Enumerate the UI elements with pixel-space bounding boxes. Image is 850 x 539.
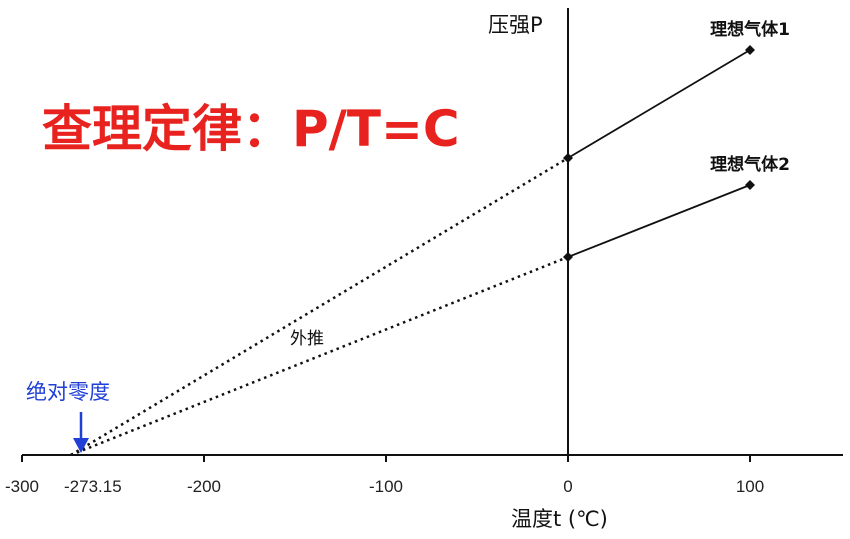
- absolute-zero-arrow-icon: [73, 412, 89, 453]
- x-axis-label: 温度t (℃): [511, 507, 608, 531]
- absolute-zero-tick-label: -273.15: [64, 477, 122, 496]
- y-axis-label: 压强P: [488, 13, 543, 37]
- series-line: [567, 49, 751, 159]
- data-point: [745, 45, 755, 55]
- data-point: [563, 252, 573, 262]
- series-label: 理想气体1: [710, 19, 790, 40]
- x-tick-label: 0: [563, 477, 572, 496]
- data-point: [563, 153, 573, 163]
- series-layer: 理想气体1 理想气体2: [70, 19, 790, 457]
- data-point: [745, 180, 755, 190]
- x-tick-label: 100: [736, 477, 764, 496]
- x-tick-label: -300: [5, 477, 39, 496]
- series-extrapolation-line: [70, 156, 569, 457]
- chart-title: 查理定律：P/T=C: [42, 100, 460, 158]
- x-tick-label: -100: [369, 477, 403, 496]
- absolute-zero-label: 绝对零度: [26, 380, 110, 404]
- series-extrapolation-line: [70, 255, 569, 457]
- x-tick-label: -200: [187, 477, 221, 496]
- series-line: [567, 184, 751, 258]
- series-label: 理想气体2: [710, 154, 790, 175]
- x-ticks: -300 -200 -100 0 100: [5, 455, 764, 496]
- extrapolation-label: 外推: [290, 329, 324, 349]
